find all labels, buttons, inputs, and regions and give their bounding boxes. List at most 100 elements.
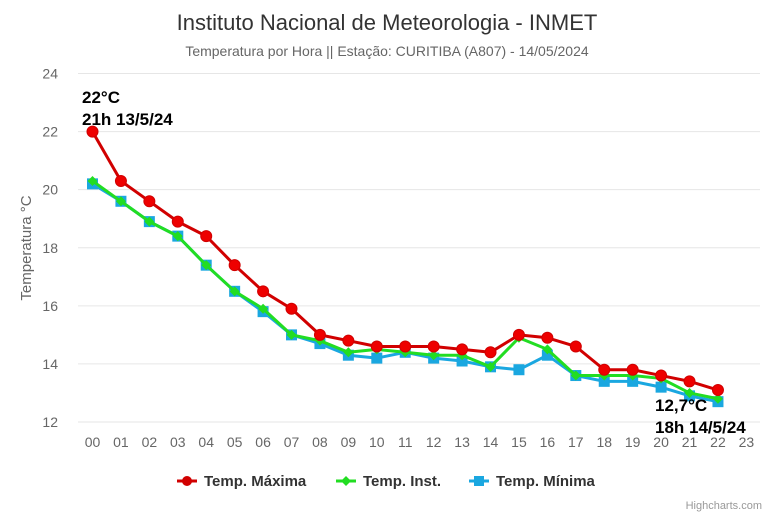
x-tick-label: 09 bbox=[341, 434, 357, 450]
data-point[interactable] bbox=[342, 334, 355, 347]
data-point[interactable] bbox=[257, 285, 270, 298]
y-tick-label: 18 bbox=[42, 240, 58, 256]
legend-label-minima[interactable]: Temp. Mínima bbox=[496, 473, 596, 490]
x-tick-label: 10 bbox=[369, 434, 385, 450]
data-point[interactable] bbox=[313, 328, 326, 341]
data-point[interactable] bbox=[115, 196, 126, 207]
legend-square-marker-icon bbox=[474, 476, 484, 486]
data-point[interactable] bbox=[371, 352, 383, 364]
y-tick-label: 24 bbox=[42, 66, 58, 82]
data-point[interactable] bbox=[427, 340, 440, 353]
y-axis-ticks: 12 14 16 18 20 22 24 bbox=[42, 66, 58, 431]
x-tick-label: 18 bbox=[596, 434, 612, 450]
data-point[interactable] bbox=[285, 302, 298, 315]
data-point[interactable] bbox=[172, 231, 183, 242]
data-point[interactable] bbox=[655, 381, 667, 393]
x-tick-label: 13 bbox=[454, 434, 470, 450]
data-point[interactable] bbox=[684, 387, 695, 398]
data-point[interactable] bbox=[570, 370, 581, 381]
data-point[interactable] bbox=[171, 215, 184, 228]
x-tick-label: 14 bbox=[483, 434, 499, 450]
data-point[interactable] bbox=[541, 349, 553, 361]
legend-label-maxima[interactable]: Temp. Máxima bbox=[204, 473, 307, 490]
data-point[interactable] bbox=[258, 303, 269, 314]
data-point[interactable] bbox=[598, 375, 610, 387]
x-tick-label: 08 bbox=[312, 434, 328, 450]
data-point[interactable] bbox=[456, 355, 468, 367]
data-point[interactable] bbox=[542, 344, 553, 355]
series-circle bbox=[86, 125, 724, 397]
data-point[interactable] bbox=[343, 347, 354, 358]
y-tick-label: 14 bbox=[42, 356, 58, 372]
x-tick-label: 16 bbox=[540, 434, 556, 450]
legend-circle-marker-icon bbox=[182, 476, 192, 486]
data-point[interactable] bbox=[201, 260, 212, 271]
data-point[interactable] bbox=[200, 230, 213, 243]
legend-diamond-marker-icon bbox=[341, 476, 351, 486]
x-tick-label: 02 bbox=[142, 434, 158, 450]
annotation-min-value: 12,7°C bbox=[655, 396, 707, 415]
x-tick-label: 12 bbox=[426, 434, 442, 450]
x-tick-label: 20 bbox=[653, 434, 669, 450]
y-axis-title: Temperatura °C bbox=[18, 195, 35, 300]
data-point[interactable] bbox=[143, 195, 156, 208]
chart-title: Instituto Nacional de Meteorologia - INM… bbox=[177, 10, 598, 35]
legend-label-inst[interactable]: Temp. Inst. bbox=[363, 473, 441, 490]
x-tick-label: 01 bbox=[113, 434, 129, 450]
legend-item-maxima[interactable]: Temp. Máxima bbox=[177, 473, 307, 490]
y-tick-label: 22 bbox=[42, 124, 58, 140]
data-point[interactable] bbox=[513, 364, 525, 376]
legend-item-minima[interactable]: Temp. Mínima bbox=[469, 473, 596, 490]
data-point[interactable] bbox=[626, 363, 639, 376]
data-point[interactable] bbox=[87, 175, 98, 186]
x-tick-label: 07 bbox=[284, 434, 300, 450]
y-tick-label: 12 bbox=[42, 414, 58, 430]
x-tick-label: 05 bbox=[227, 434, 243, 450]
x-tick-label: 00 bbox=[85, 434, 101, 450]
x-tick-label: 17 bbox=[568, 434, 584, 450]
data-point[interactable] bbox=[114, 174, 127, 187]
legend: Temp. Máxima Temp. Inst. Temp. Mínima bbox=[177, 473, 596, 490]
grid-lines bbox=[78, 73, 760, 423]
credits-link[interactable]: Highcharts.com bbox=[686, 500, 762, 512]
annotation-min: 12,7°C 18h 14/5/24 bbox=[655, 396, 746, 437]
series-layer bbox=[86, 125, 724, 408]
data-point[interactable] bbox=[144, 216, 155, 227]
data-point[interactable] bbox=[399, 340, 412, 353]
data-point[interactable] bbox=[86, 125, 99, 138]
x-tick-label: 19 bbox=[625, 434, 641, 450]
y-tick-label: 20 bbox=[42, 182, 58, 198]
x-axis-ticks: 00 01 02 03 04 05 06 07 08 09 10 11 12 13 14 15 16 17 18 19… bbox=[85, 434, 755, 450]
x-tick-label: 21 bbox=[682, 434, 698, 450]
data-point[interactable] bbox=[512, 328, 525, 341]
series-line bbox=[91, 179, 720, 401]
chart-subtitle: Temperatura por Hora || Estação: CURITIB… bbox=[185, 43, 589, 59]
x-tick-label: 15 bbox=[511, 434, 527, 450]
data-point[interactable] bbox=[569, 340, 582, 353]
data-point[interactable] bbox=[229, 286, 240, 297]
data-point[interactable] bbox=[627, 375, 639, 387]
y-tick-label: 16 bbox=[42, 298, 58, 314]
data-point[interactable] bbox=[484, 346, 497, 359]
data-point[interactable] bbox=[428, 350, 439, 361]
data-point[interactable] bbox=[711, 384, 724, 397]
annotation-max: 22°C 21h 13/5/24 bbox=[82, 88, 173, 129]
data-point[interactable] bbox=[598, 363, 611, 376]
data-point[interactable] bbox=[712, 393, 723, 404]
x-tick-label: 04 bbox=[198, 434, 214, 450]
data-point[interactable] bbox=[655, 369, 668, 382]
annotation-max-time: 21h 13/5/24 bbox=[82, 110, 173, 129]
data-point[interactable] bbox=[485, 361, 496, 372]
x-tick-label: 06 bbox=[255, 434, 271, 450]
data-point[interactable] bbox=[370, 340, 383, 353]
x-tick-label: 23 bbox=[739, 434, 755, 450]
data-point[interactable] bbox=[286, 329, 297, 340]
legend-item-inst[interactable]: Temp. Inst. bbox=[336, 473, 441, 490]
annotation-max-value: 22°C bbox=[82, 88, 120, 107]
data-point[interactable] bbox=[228, 259, 241, 272]
x-tick-label: 03 bbox=[170, 434, 186, 450]
data-point[interactable] bbox=[456, 343, 469, 356]
x-tick-label: 22 bbox=[710, 434, 726, 450]
data-point[interactable] bbox=[683, 375, 696, 388]
data-point[interactable] bbox=[541, 331, 554, 344]
